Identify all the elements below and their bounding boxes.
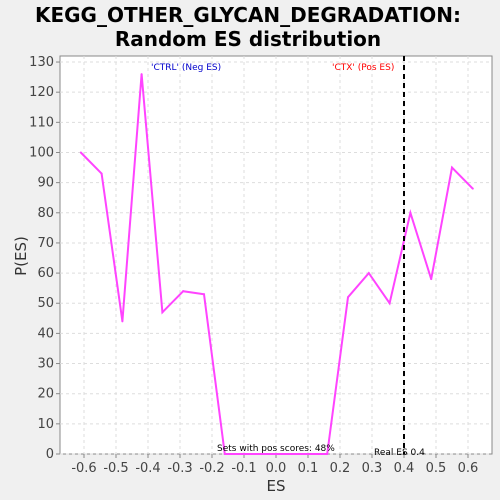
chart-title-line1: KEGG_OTHER_GLYCAN_DEGRADATION: — [35, 3, 461, 27]
grid — [60, 56, 492, 455]
pos-scores-label: Sets with pos scores: 48% — [217, 444, 335, 454]
x-tick-label: -0.6 — [71, 461, 96, 476]
x-tick-label: 0.3 — [362, 461, 383, 476]
y-axis-label: P(ES) — [12, 236, 30, 276]
series-points — [79, 73, 474, 455]
x-tick-label: -0.4 — [135, 461, 160, 476]
y-tick-label: 10 — [37, 417, 54, 432]
data-point — [203, 293, 205, 296]
data-point — [161, 311, 164, 314]
data-point — [79, 151, 82, 154]
y-tick-label: 50 — [37, 296, 54, 311]
data-point — [409, 211, 412, 214]
data-point — [326, 453, 329, 455]
data-point — [182, 290, 185, 293]
y-tick-label: 90 — [37, 176, 54, 191]
data-point — [430, 278, 433, 281]
data-point — [265, 453, 268, 455]
series-line — [80, 74, 474, 455]
x-tick-label: 0.5 — [426, 461, 447, 476]
x-tick-label: 0.0 — [266, 461, 287, 476]
data-point — [307, 453, 309, 455]
x-tick-label: 0.1 — [298, 461, 319, 476]
x-axis-label: ES — [267, 477, 286, 495]
x-tick-label: 0.6 — [458, 461, 479, 476]
y-tick-label: 130 — [29, 55, 54, 70]
data-point — [367, 272, 370, 275]
x-tick-label: 0.2 — [330, 461, 351, 476]
chart-title-line2: Random ES distribution — [115, 27, 381, 51]
y-tick-label: 80 — [37, 206, 54, 221]
x-tick-label: 0.4 — [394, 461, 415, 476]
x-axis-ticks: -0.6 -0.5 -0.4 -0.3 -0.2 -0.1 0.0 0.1 0.2 0.3 0.4 0… — [71, 454, 478, 476]
data-point — [471, 187, 474, 190]
data-point — [451, 166, 453, 169]
x-tick-label: -0.3 — [167, 461, 192, 476]
y-tick-label: 120 — [29, 85, 54, 100]
y-tick-label: 0 — [46, 447, 54, 462]
pos-label: 'CTX' (Pos ES) — [332, 63, 394, 73]
data-point — [286, 453, 289, 455]
data-point — [121, 320, 124, 323]
data-point — [223, 453, 226, 455]
y-tick-label: 70 — [37, 236, 54, 251]
neg-label: 'CTRL' (Neg ES) — [151, 63, 221, 73]
data-point — [100, 172, 103, 175]
y-tick-label: 110 — [29, 115, 54, 130]
y-tick-label: 60 — [37, 266, 54, 281]
y-tick-label: 30 — [37, 357, 54, 372]
data-point — [347, 296, 349, 299]
y-tick-label: 20 — [37, 387, 54, 402]
data-point — [140, 73, 143, 76]
data-point — [244, 453, 247, 455]
y-tick-label: 40 — [37, 326, 54, 341]
y-tick-label: 100 — [29, 145, 54, 160]
x-tick-label: -0.2 — [199, 461, 224, 476]
y-axis-ticks: 0 10 20 30 40 50 60 70 80 90 100 110 120 130 — [29, 55, 60, 462]
x-tick-label: -0.1 — [231, 461, 256, 476]
real-es-label: Real ES 0.4 — [374, 448, 425, 458]
data-point — [388, 302, 391, 305]
x-tick-label: -0.5 — [103, 461, 128, 476]
